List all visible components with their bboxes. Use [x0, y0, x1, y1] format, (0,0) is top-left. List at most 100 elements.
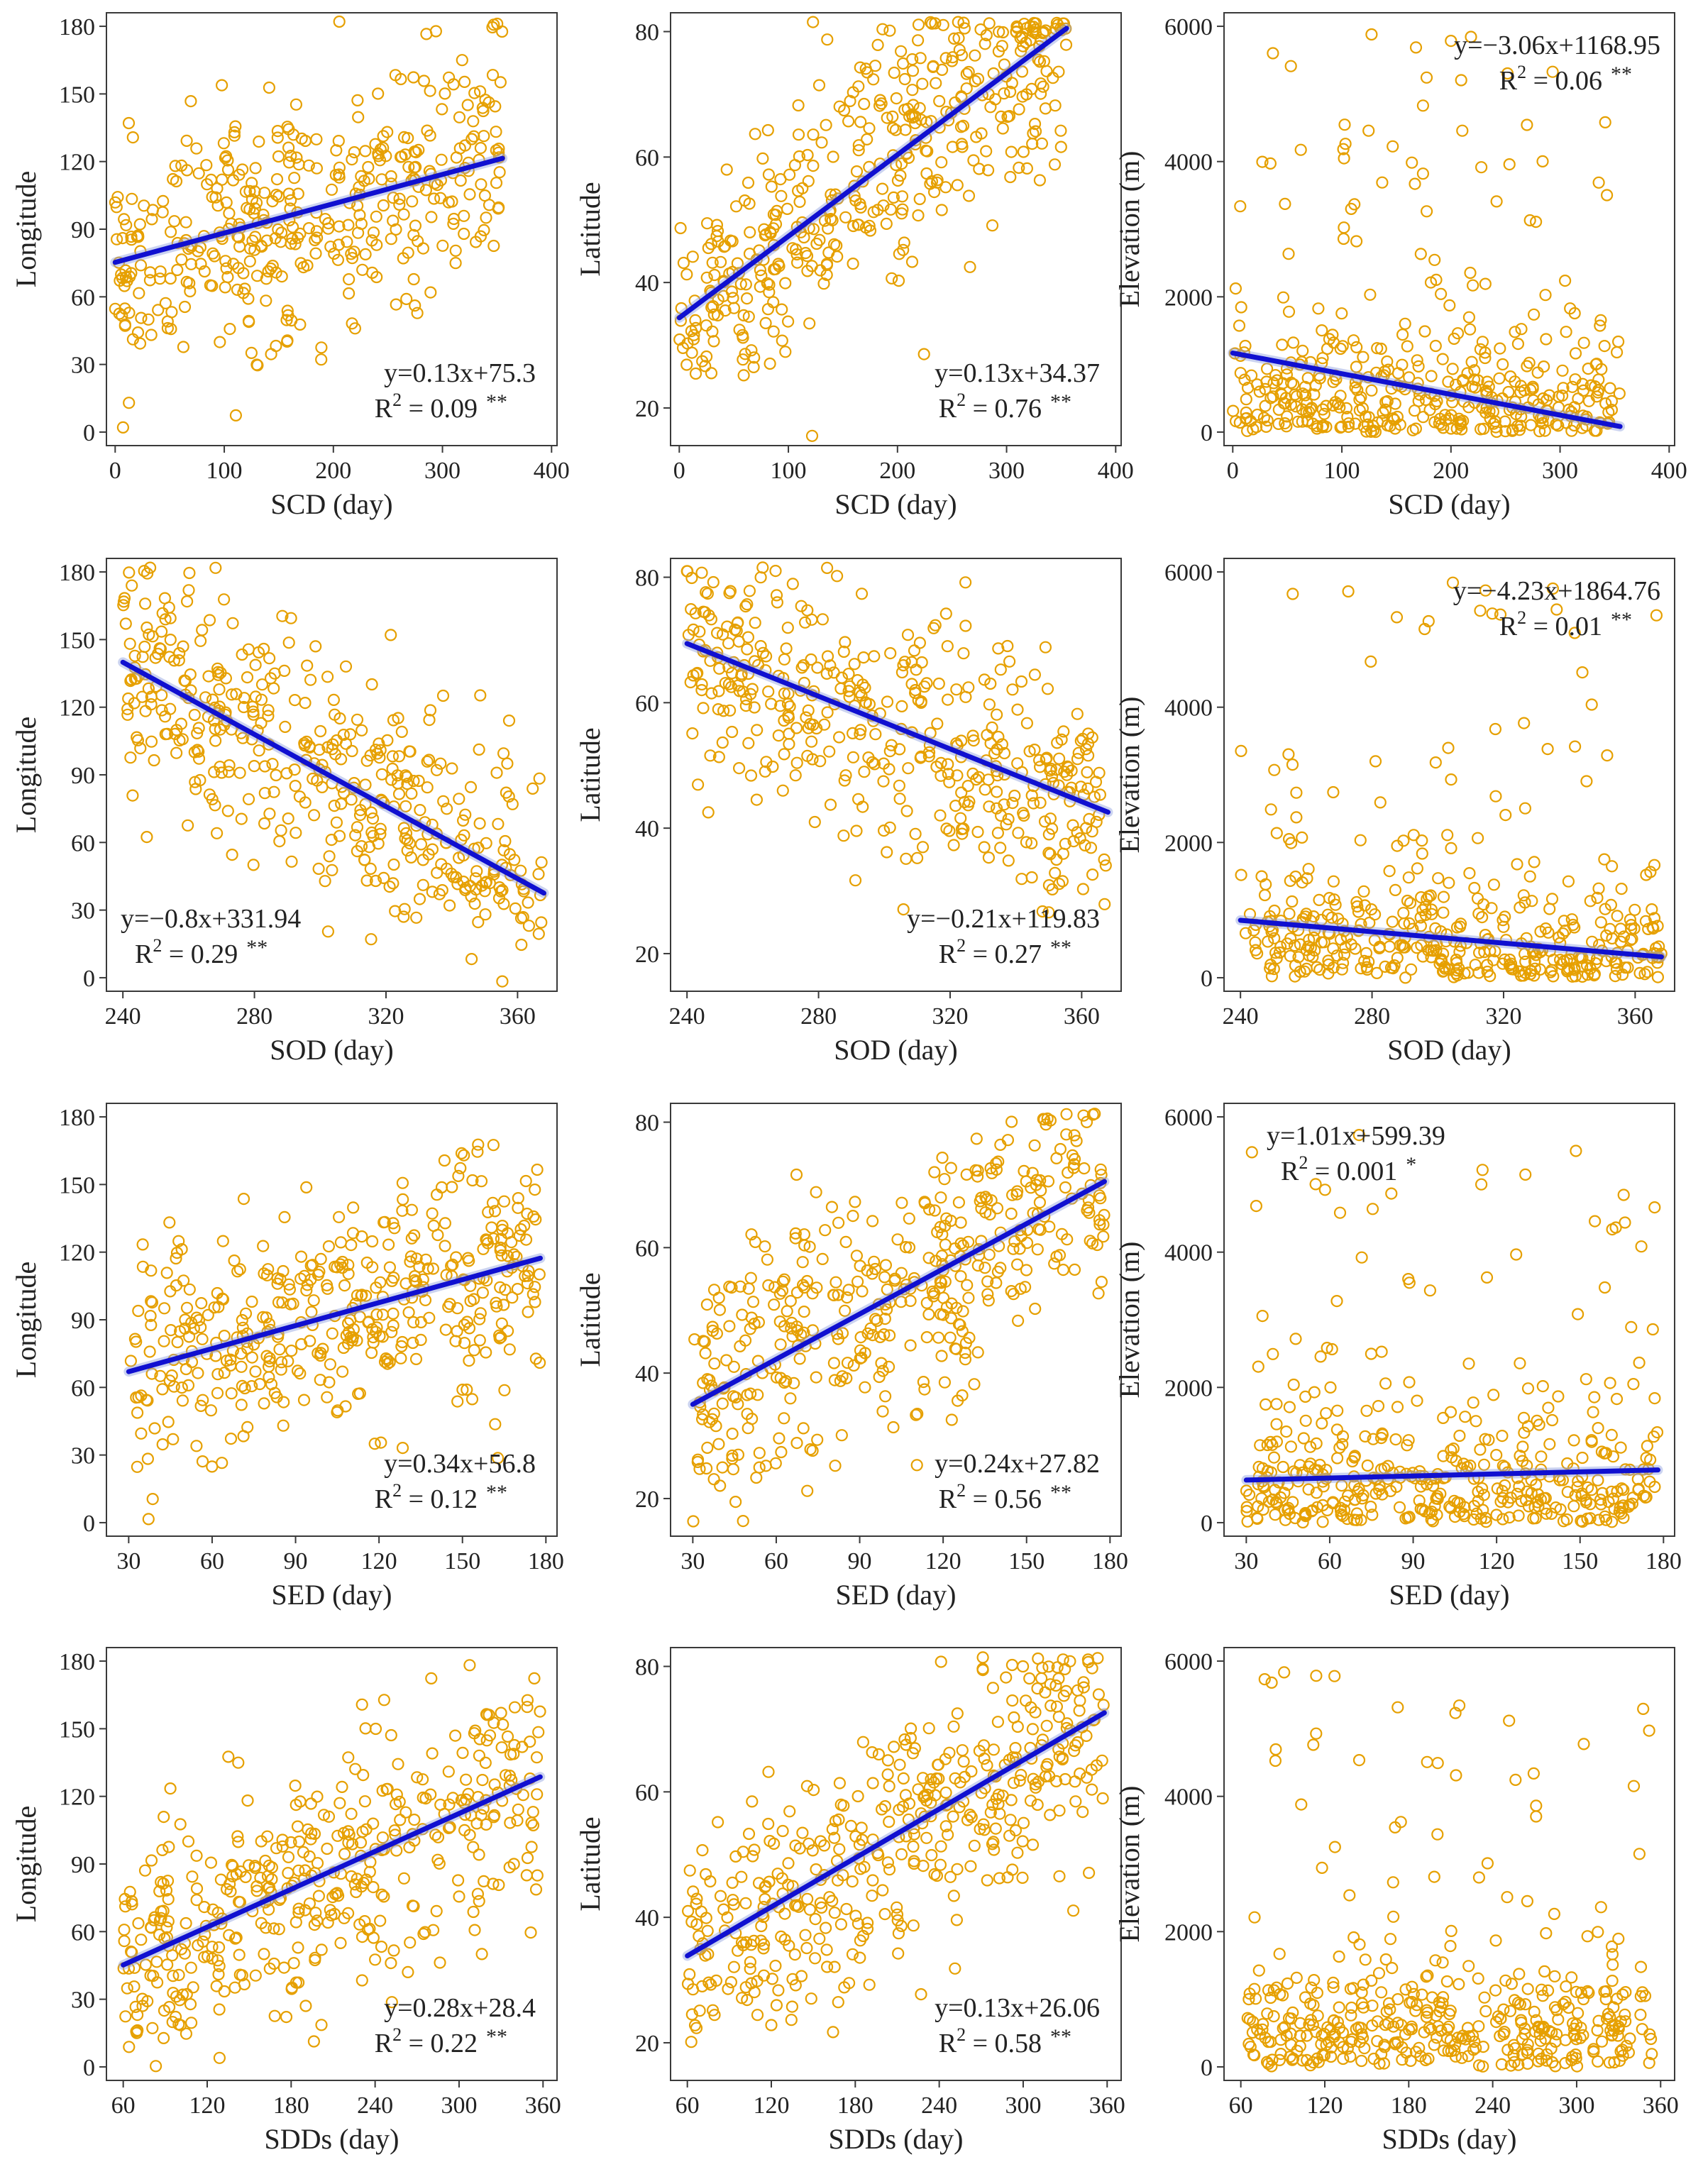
- data-point: [1369, 755, 1382, 768]
- data-point: [453, 793, 465, 805]
- data-point: [218, 1367, 231, 1379]
- data-point: [196, 1455, 209, 1468]
- data-point: [891, 1908, 904, 1921]
- data-point: [1258, 888, 1272, 902]
- plot-frame: [1223, 12, 1675, 446]
- data-point: [907, 99, 920, 111]
- data-point: [512, 1201, 524, 1214]
- data-point: [1423, 1284, 1437, 1297]
- data-point: [147, 1970, 160, 1982]
- data-point: [705, 687, 718, 700]
- data-point: [458, 1318, 471, 1331]
- data-point: [123, 2041, 136, 2053]
- data-point: [1372, 1399, 1385, 1413]
- data-point: [176, 1988, 189, 2001]
- data-point: [1296, 344, 1309, 357]
- data-point: [181, 595, 194, 608]
- data-point: [1355, 1513, 1367, 1526]
- data-point: [742, 1827, 756, 1841]
- data-point: [453, 1890, 465, 1903]
- data-point: [805, 429, 819, 442]
- data-point: [492, 143, 505, 155]
- data-point: [866, 1215, 879, 1228]
- data-point: [194, 773, 206, 787]
- data-point: [373, 1330, 386, 1342]
- data-point: [1648, 1201, 1661, 1214]
- data-point: [706, 2004, 720, 2017]
- data-point: [981, 1288, 994, 1301]
- data-point: [1282, 305, 1296, 318]
- data-point: [406, 195, 419, 208]
- data-point: [772, 258, 785, 270]
- data-point: [459, 1773, 473, 1786]
- data-point: [1582, 1481, 1594, 1494]
- data-point: [119, 617, 132, 630]
- data-point: [710, 627, 724, 639]
- regression-line: [685, 1710, 1107, 1958]
- data-point: [409, 219, 422, 232]
- data-point: [1454, 920, 1467, 933]
- data-point: [717, 1903, 730, 1916]
- data-point: [749, 128, 761, 140]
- data-point: [959, 1337, 973, 1350]
- data-point: [257, 1240, 270, 1252]
- data-point: [177, 640, 189, 653]
- data-point: [991, 1202, 1004, 1215]
- data-point: [148, 754, 160, 767]
- data-point: [426, 1747, 439, 1760]
- data-point: [795, 1970, 808, 1982]
- data-point: [1029, 125, 1042, 138]
- data-point: [754, 639, 767, 653]
- data-point: [1059, 1684, 1073, 1697]
- data-point: [468, 1293, 480, 1306]
- data-point: [470, 865, 483, 878]
- data-point: [190, 1894, 203, 1907]
- data-point: [740, 292, 754, 305]
- data-point: [1426, 1479, 1440, 1492]
- data-point: [191, 727, 204, 740]
- data-point: [1601, 189, 1614, 202]
- data-point: [912, 18, 925, 31]
- data-point: [739, 699, 752, 712]
- data-point: [213, 683, 226, 696]
- data-point: [1538, 424, 1551, 437]
- data-point: [743, 585, 756, 597]
- data-point: [183, 566, 196, 580]
- data-point: [754, 264, 767, 277]
- data-point: [782, 711, 795, 724]
- data-point: [1471, 892, 1484, 905]
- data-point: [1543, 1438, 1556, 1450]
- data-point: [1450, 953, 1462, 966]
- data-point: [1011, 1314, 1025, 1328]
- r2-letter: R: [939, 394, 957, 424]
- data-point: [825, 188, 837, 201]
- data-point: [1300, 908, 1313, 920]
- data-point: [1361, 1459, 1374, 1472]
- data-point: [1330, 1452, 1344, 1465]
- data-point: [495, 1330, 507, 1344]
- data-point: [899, 1240, 913, 1254]
- data-point: [1040, 1118, 1052, 1131]
- data-point: [804, 1443, 817, 1456]
- data-point: [867, 73, 880, 86]
- data-point: [1032, 53, 1045, 66]
- data-point: [402, 246, 414, 259]
- data-point: [1606, 932, 1619, 945]
- y-tick-label: 20: [635, 2031, 659, 2057]
- data-point: [303, 1850, 316, 1863]
- plot-frame: [670, 1103, 1122, 1537]
- data-point: [348, 1878, 361, 1891]
- data-point: [1497, 920, 1510, 933]
- data-point: [170, 1252, 182, 1265]
- data-point: [527, 1806, 539, 1819]
- y-tick-label: 60: [635, 690, 659, 717]
- data-point: [789, 1979, 802, 1992]
- data-point: [722, 637, 735, 650]
- x-tick-label: 320: [1485, 1003, 1521, 1030]
- data-point: [461, 1316, 474, 1328]
- data-point: [1589, 956, 1602, 970]
- data-point: [813, 1932, 826, 1945]
- data-point: [203, 614, 216, 627]
